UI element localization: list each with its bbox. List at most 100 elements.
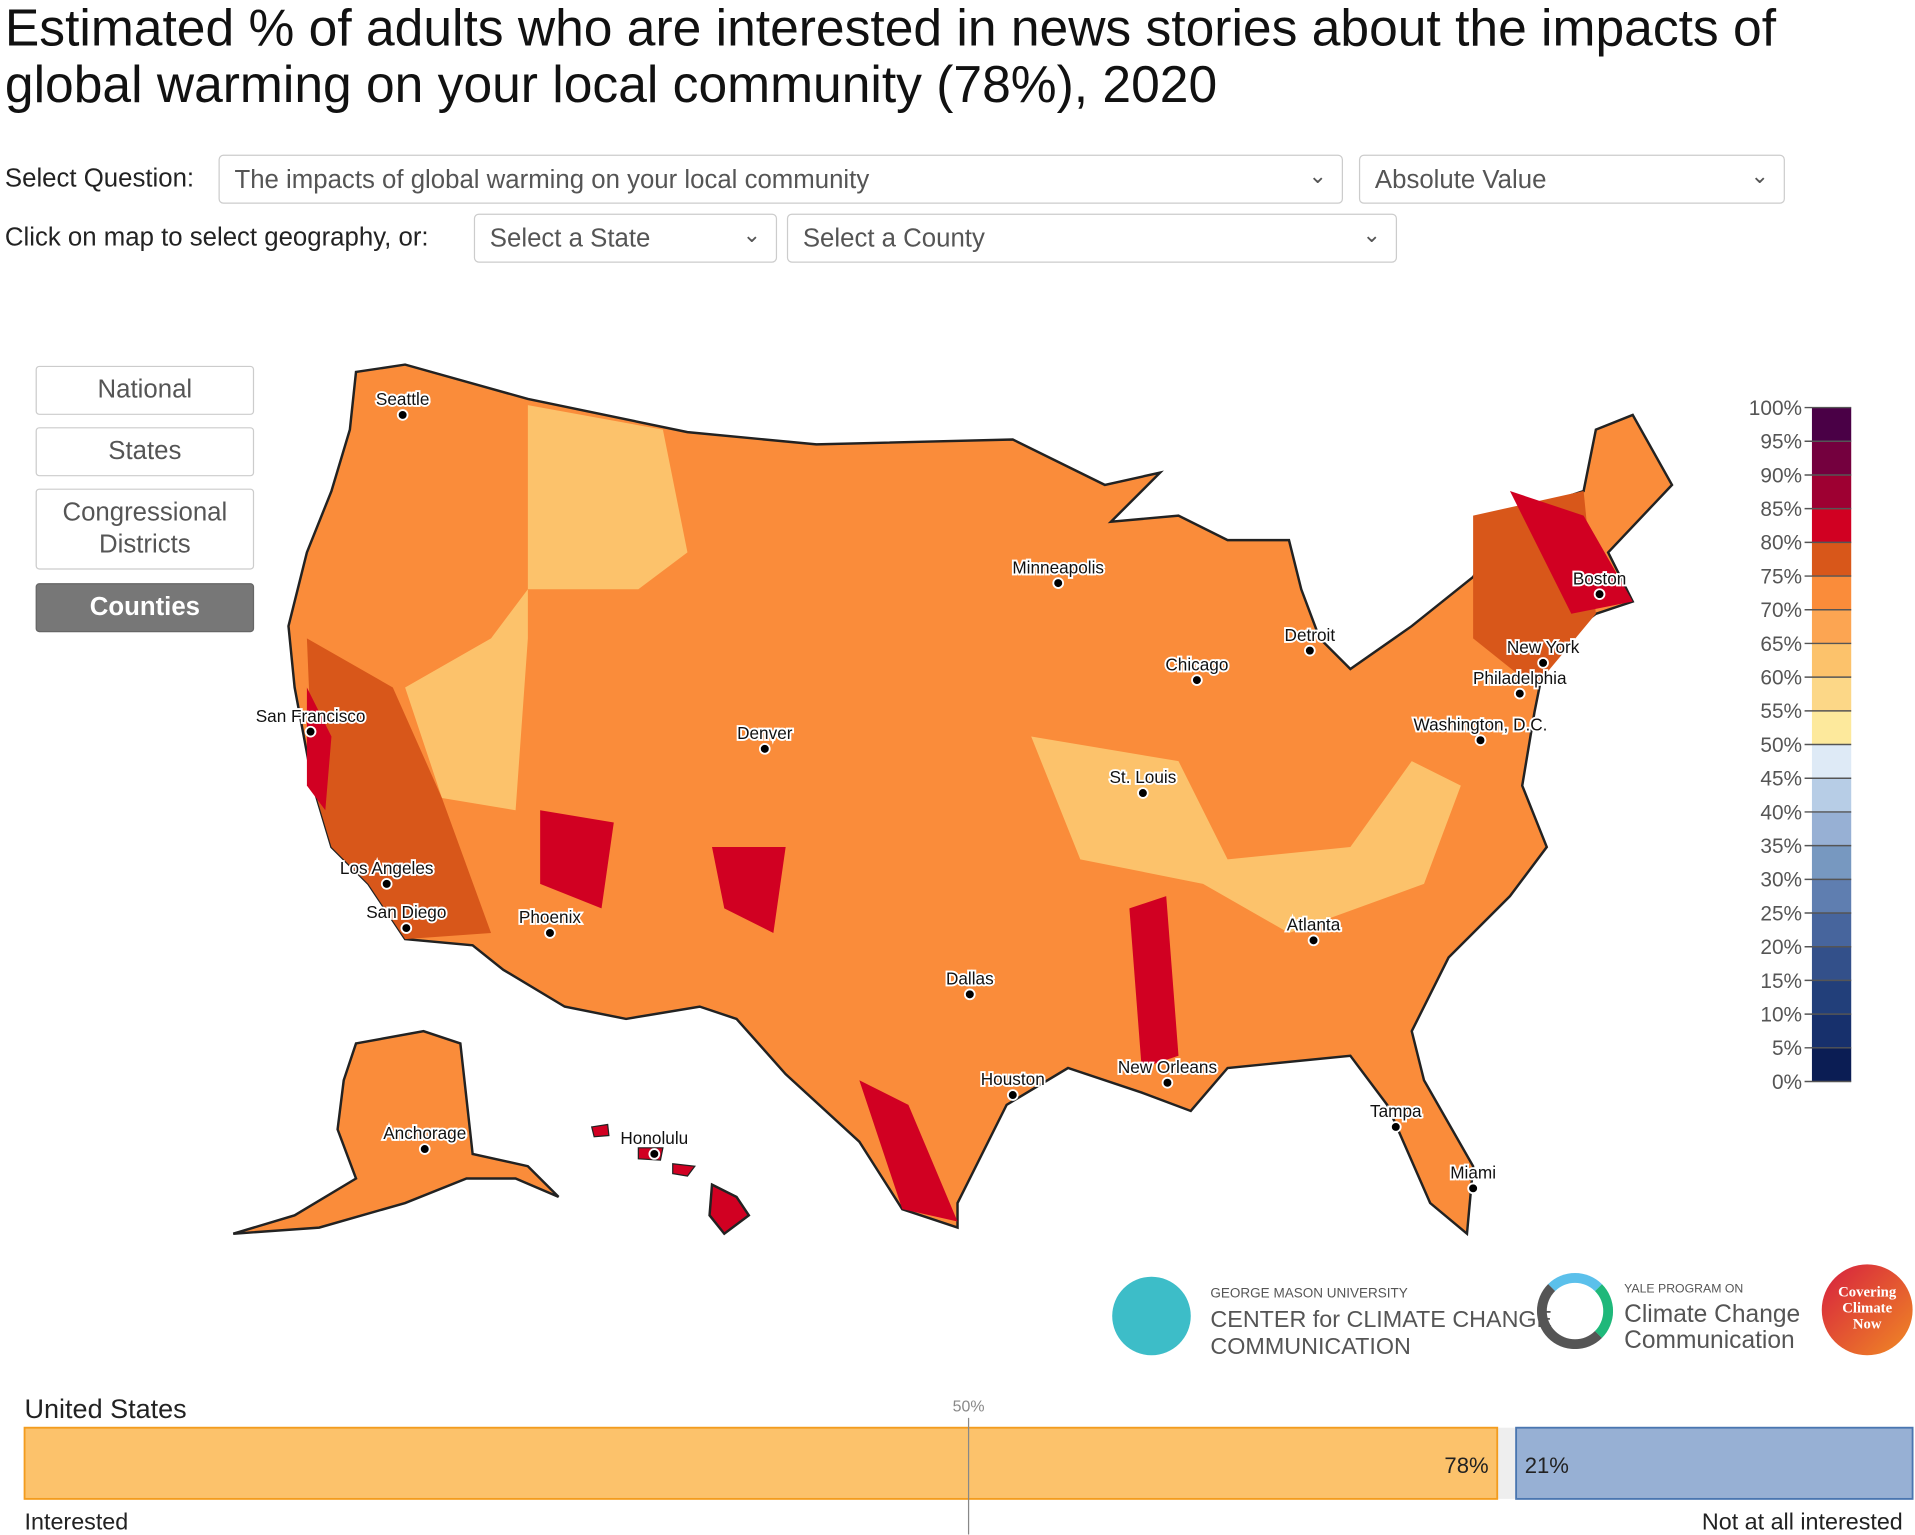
hawaii[interactable] [708,1182,751,1236]
city-label: Seattle [376,389,429,409]
yale-text: YALE PROGRAM ON Climate Change Communica… [1624,1277,1800,1354]
legend-label: 95% [1760,431,1802,454]
right-label: Not at all interested [1702,1509,1903,1535]
city-marker [1513,687,1526,700]
city-label: Houston [981,1069,1045,1089]
congressional-districts-button[interactable]: Congressional Districts [35,488,255,570]
geo-label: Click on map to select geography, or: [4,223,429,252]
county-select[interactable]: Select a County ⌄ [786,213,1398,263]
alaska[interactable] [232,1029,560,1235]
city-marker [396,409,409,421]
question-label: Select Question: [4,164,195,193]
legend-label: 80% [1760,532,1802,555]
yale-main: Climate Change [1624,1301,1801,1329]
city-label: Tampa [1370,1101,1422,1121]
city-marker [1052,577,1065,589]
interested-bar [23,1426,1499,1500]
city-marker [1307,934,1320,947]
city-marker [963,988,976,1001]
city-marker [1137,787,1149,799]
city-label: Chicago [1165,654,1228,674]
city-marker [418,1143,431,1155]
gmu-small: GEORGE MASON UNIVERSITY [1210,1286,1408,1302]
city-label: Phoenix [519,907,581,927]
legend-label: 90% [1760,464,1802,487]
region-red [306,687,332,811]
city-label: Minneapolis [1012,557,1104,577]
city-label: Denver [737,723,793,743]
counties-button[interactable]: Counties [35,583,255,633]
legend-label: 85% [1760,498,1802,521]
legend-label: 0% [1772,1071,1802,1094]
city-label: Anchorage [383,1123,466,1143]
interested-value: 78% [1444,1453,1488,1478]
hawaii[interactable] [672,1163,696,1177]
region-light [405,405,688,811]
city-label: Washington, D.C. [1414,714,1548,734]
city-marker [1161,1076,1174,1089]
chevron-down-icon: ⌄ [1750,163,1769,188]
legend-label: 20% [1760,936,1802,959]
region-light [1031,736,1461,933]
legend-swatch [1811,980,1852,1015]
legend-label: 10% [1760,1003,1802,1026]
legend-label: 40% [1760,801,1802,824]
city-label: New York [1507,637,1580,657]
legend-label: 65% [1760,633,1802,656]
legend-swatch [1811,1047,1852,1082]
city-marker [1537,657,1549,669]
city-marker [400,922,413,934]
city-marker [1467,1182,1479,1195]
legend-swatch [1811,811,1852,846]
legend-swatch [1811,576,1852,610]
national-button[interactable]: National [35,365,255,415]
city-label: San Diego [366,902,446,922]
hawaii[interactable] [590,1123,610,1138]
city-label: Boston [1573,568,1626,588]
gmu-logo [1112,1276,1191,1356]
legend-label: 60% [1760,667,1802,690]
city-label: Miami [1450,1162,1496,1182]
state-select[interactable]: Select a State ⌄ [473,213,778,263]
national-bar: United States 78% 21% 50% Interested Not at a… [23,1394,1914,1535]
legend-swatch [1811,778,1852,812]
legend-label: 15% [1760,970,1802,993]
region-red [1129,896,1179,1069]
city-label: Philadelphia [1473,668,1567,688]
county-placeholder: Select a County [802,224,985,253]
yale-sub: Communication [1624,1327,1795,1355]
question-select[interactable]: The impacts of global warming on your lo… [218,154,1343,204]
legend-swatch [1811,407,1852,442]
legend-swatch [1811,643,1852,678]
legend-swatch [1811,744,1852,779]
color-legend: 100% 95% 90% 85% 80% 75% 70% 65% 60% 55% 50% 45% 40%… [1749,397,1852,1094]
yale-small: YALE PROGRAM ON [1624,1282,1744,1297]
measure-select[interactable]: Absolute Value ⌄ [1358,154,1785,204]
legend-label: 25% [1760,902,1802,925]
city-marker [648,1148,661,1160]
legend-swatch [1811,542,1852,577]
left-label: Interested [25,1509,129,1535]
legend-swatch [1811,508,1852,543]
city-label: San Francisco [256,706,366,726]
legend-swatch [1811,1014,1852,1048]
city-marker [1191,674,1203,686]
gmu-sub: COMMUNICATION [1210,1334,1411,1361]
city-marker [1304,644,1316,657]
states-button[interactable]: States [35,427,255,477]
chevron-down-icon: ⌄ [742,222,762,247]
chevron-down-icon: ⌄ [1308,163,1328,188]
not-interested-bar [1515,1426,1914,1500]
not-interested-value: 21% [1525,1453,1569,1478]
city-marker [544,927,556,939]
city-marker [1389,1121,1402,1133]
region-red [859,1080,958,1222]
legend-swatch [1811,879,1852,914]
legend-swatch [1811,845,1852,880]
city-label: Atlanta [1287,915,1341,935]
city-label: New Orleans [1118,1057,1217,1077]
city-label: Dallas [946,969,994,989]
legend-swatch [1811,946,1852,981]
legend-label: 35% [1760,835,1802,858]
